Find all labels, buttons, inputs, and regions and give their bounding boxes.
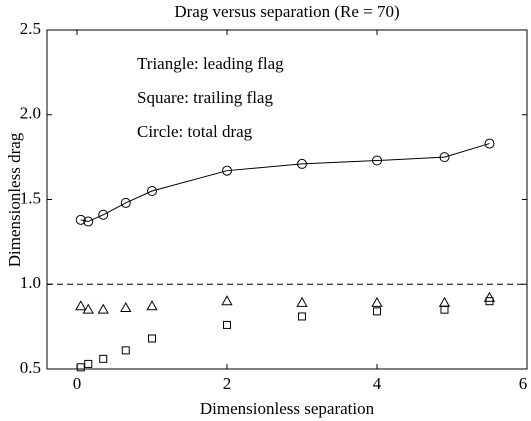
- square-marker: [373, 307, 381, 316]
- circle-marker: [75, 214, 86, 225]
- square-marker: [148, 334, 156, 343]
- square-marker: [223, 320, 231, 329]
- y-tick-label: 1.0: [20, 273, 41, 292]
- circle-marker: [484, 138, 495, 149]
- legend-entry: Triangle: leading flag: [137, 54, 284, 73]
- x-tick-label: 4: [373, 374, 382, 393]
- triangle-marker: [97, 303, 109, 314]
- y-tick-label: 0.5: [20, 358, 41, 377]
- square-marker: [84, 359, 93, 368]
- triangle-marker: [371, 296, 383, 307]
- triangle-marker: [438, 296, 451, 307]
- y-tick-label: 1.5: [20, 188, 41, 207]
- legend-entry: Circle: total drag: [137, 122, 253, 141]
- y-tick-label: 2.5: [20, 19, 41, 38]
- legend-entry: Square: trailing flag: [137, 88, 273, 107]
- x-tick-label: 6: [519, 374, 528, 393]
- plot-frame: [46, 29, 528, 370]
- circle-marker: [83, 216, 94, 227]
- x-tick-label: 0: [73, 374, 82, 393]
- triangle-marker: [296, 296, 308, 307]
- square-marker: [485, 297, 494, 306]
- x-tick-label: 2: [223, 374, 232, 393]
- triangle-marker: [221, 295, 233, 306]
- circle-marker: [372, 155, 382, 166]
- x-axis-label: Dimensionless separation: [200, 399, 375, 418]
- circle-marker: [98, 209, 109, 220]
- circle-marker: [147, 186, 157, 197]
- triangle-marker: [483, 291, 496, 302]
- square-marker: [76, 363, 85, 372]
- series-line: [80, 143, 490, 223]
- circle-marker: [439, 152, 450, 163]
- triangle-marker: [146, 300, 158, 311]
- square-marker: [440, 305, 449, 314]
- chart-title: Drag versus separation (Re = 70): [174, 2, 399, 21]
- y-tick-label: 2.0: [20, 104, 41, 123]
- circle-marker: [222, 165, 232, 176]
- square-marker: [121, 346, 130, 355]
- y-axis-label: Dimensionless drag: [5, 132, 24, 267]
- square-marker: [298, 312, 306, 321]
- square-marker: [99, 354, 108, 363]
- circle-marker: [120, 197, 131, 208]
- triangle-marker: [120, 301, 132, 312]
- triangle-marker: [75, 300, 87, 311]
- circle-marker: [297, 158, 307, 169]
- triangle-marker: [82, 303, 94, 314]
